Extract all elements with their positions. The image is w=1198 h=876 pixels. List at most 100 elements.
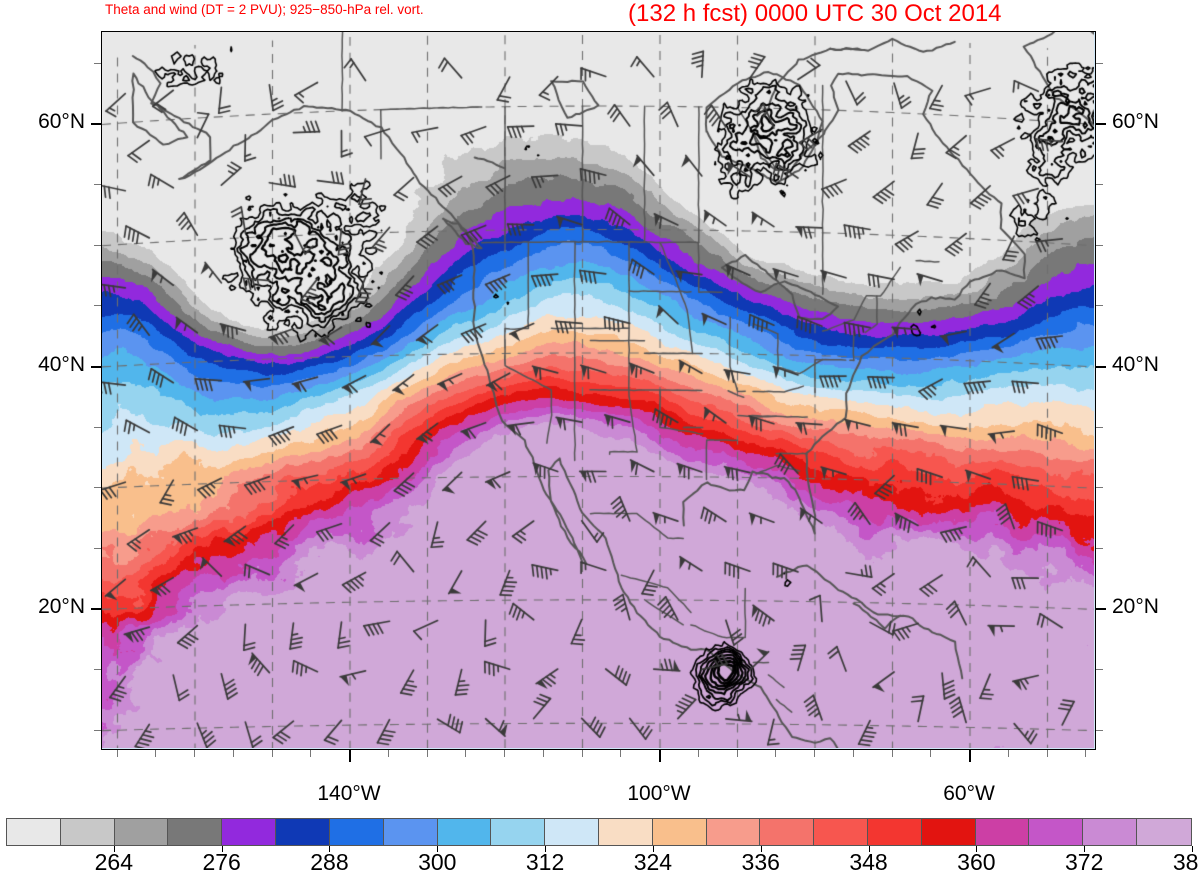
colorbar-swatch-orchid xyxy=(1029,819,1084,845)
lat-tick xyxy=(91,365,101,368)
lat-tick xyxy=(91,608,101,610)
lat-tick xyxy=(1096,123,1106,126)
lon-tick xyxy=(969,750,971,762)
lon-tick xyxy=(581,750,583,757)
lat-axis-label: 20°N xyxy=(38,595,85,619)
lat-tick xyxy=(1096,62,1103,64)
colorbar-swatch-cornflower-blue xyxy=(383,819,438,845)
colorbar-swatch-red xyxy=(814,819,868,845)
colorbar-tick xyxy=(1192,846,1193,852)
colorbar-label: 300 xyxy=(418,849,457,875)
colorbar-swatch-light-orange xyxy=(652,819,707,845)
lon-tick xyxy=(387,750,389,757)
colorbar-label: 312 xyxy=(525,849,565,875)
lon-tick xyxy=(426,750,428,757)
map-plot-area xyxy=(101,31,1096,750)
lon-tick xyxy=(775,750,777,757)
lat-tick xyxy=(94,305,101,307)
colorbar-swatch-light-sky-blue xyxy=(491,819,546,845)
colorbar-tick xyxy=(976,846,978,852)
lat-axis-label: 60°N xyxy=(1112,110,1159,134)
lat-tick xyxy=(1096,426,1103,428)
lon-axis-label: 140°W xyxy=(317,782,381,805)
colorbar-tick xyxy=(1084,846,1086,852)
lon-tick xyxy=(852,750,854,757)
colorbar-label: 336 xyxy=(741,849,780,875)
lat-tick xyxy=(1096,487,1103,489)
colorbar-swatch-medium-gray xyxy=(114,819,169,845)
lat-axis-label: 60°N xyxy=(38,110,85,134)
lat-tick xyxy=(94,487,101,489)
lat-tick xyxy=(1096,184,1103,186)
colorbar xyxy=(6,818,1192,846)
colorbar-tick xyxy=(113,846,115,852)
lon-tick xyxy=(736,750,738,757)
lat-tick xyxy=(94,184,101,186)
chart-title-right: (132 h fcst) 0000 UTC 30 Oct 2014 xyxy=(628,0,1002,27)
lon-tick xyxy=(620,750,622,757)
lon-tick xyxy=(1046,750,1048,757)
lat-axis-label: 40°N xyxy=(1112,352,1159,376)
colorbar-label: 384 xyxy=(1172,849,1198,875)
lon-tick xyxy=(194,750,196,757)
colorbar-swatch-pale-peach xyxy=(598,819,653,845)
colorbar-swatch-very-light-gray xyxy=(7,819,61,845)
lon-axis-label: 100°W xyxy=(627,782,691,805)
lon-tick xyxy=(349,750,351,762)
lat-axis-label: 40°N xyxy=(38,352,85,376)
lon-tick xyxy=(465,750,467,757)
colorbar-swatch-light-red xyxy=(760,819,815,845)
colorbar-swatch-blue xyxy=(329,819,384,845)
lat-tick xyxy=(91,123,101,126)
colorbar-swatch-light-gray xyxy=(60,819,115,845)
lon-tick xyxy=(814,750,816,757)
lon-tick xyxy=(504,750,506,757)
colorbar-label: 372 xyxy=(1064,849,1104,875)
colorbar-tick xyxy=(221,846,223,852)
lon-tick xyxy=(116,750,118,757)
lon-tick xyxy=(1007,750,1009,757)
colorbar-label: 324 xyxy=(633,849,673,875)
colorbar-swatch-deep-red xyxy=(921,819,976,845)
colorbar-label: 348 xyxy=(849,849,888,875)
lon-tick xyxy=(659,750,661,762)
colorbar-swatch-magenta xyxy=(975,819,1030,845)
colorbar-swatch-bright-red xyxy=(868,819,922,845)
colorbar-swatch-salmon xyxy=(706,819,761,845)
lat-axis-label: 20°N xyxy=(1112,595,1159,619)
lat-tick xyxy=(94,729,101,731)
lat-tick xyxy=(94,547,101,549)
colorbar-tick xyxy=(868,846,870,852)
colorbar-tick xyxy=(329,846,331,852)
colorbar-tick xyxy=(437,846,439,852)
lat-tick xyxy=(1096,547,1103,549)
lon-tick xyxy=(271,750,273,757)
colorbar-label: 288 xyxy=(310,849,349,875)
colorbar-swatch-pale-blue xyxy=(545,819,599,845)
colorbar-label: 276 xyxy=(202,849,241,875)
lat-tick xyxy=(94,62,101,64)
colorbar-swatch-sky-blue xyxy=(437,819,492,845)
colorbar-tick xyxy=(545,846,547,852)
colorbar-label: 264 xyxy=(94,849,133,875)
map-field-canvas xyxy=(102,32,1094,748)
lat-tick xyxy=(1096,608,1106,610)
lon-tick xyxy=(930,750,932,757)
colorbar-swatch-purple xyxy=(222,819,277,845)
lat-tick xyxy=(1096,305,1103,307)
lat-tick xyxy=(1096,244,1103,246)
lon-axis-label: 60°W xyxy=(943,782,995,805)
colorbar-tick xyxy=(760,846,762,852)
colorbar-tick xyxy=(652,846,654,852)
colorbar-swatch-dark-gray xyxy=(168,819,223,845)
lon-tick xyxy=(697,750,699,757)
lat-tick xyxy=(94,244,101,246)
lat-tick xyxy=(94,426,101,428)
lat-tick xyxy=(1096,365,1106,368)
lat-tick xyxy=(94,669,101,671)
colorbar-swatch-dark-blue xyxy=(276,819,330,845)
lon-tick xyxy=(1085,750,1087,757)
lon-tick xyxy=(891,750,893,757)
colorbar-swatch-pale-orchid xyxy=(1137,819,1191,845)
lat-tick xyxy=(1096,669,1103,671)
